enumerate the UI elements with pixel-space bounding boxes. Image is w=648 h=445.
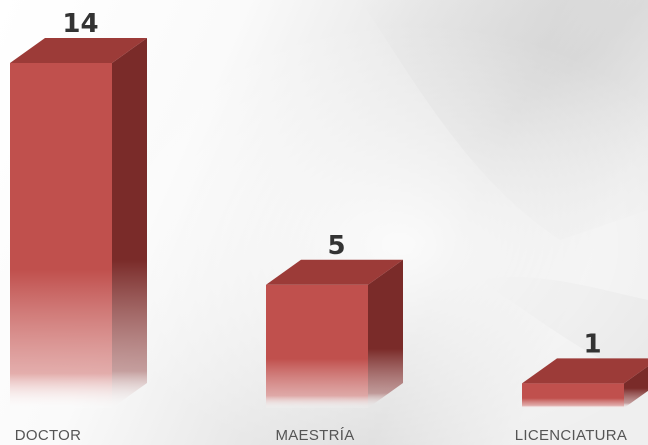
value-labels-group: 14 5 1 [62,9,601,359]
bar-top-maestria [266,259,403,285]
value-label-maestria: 5 [327,231,345,261]
bar-front-doctor [10,63,112,408]
bar-front-licenciatura [522,383,624,408]
bar-top-doctor [10,38,147,63]
bar-top-licenciatura [522,358,648,384]
value-label-doctor: 14 [62,9,98,39]
category-label-maestria: MAESTRÍA [275,427,354,444]
bar-maestria [266,259,403,408]
bar-side-doctor [112,38,147,408]
bar-doctor [10,38,147,408]
category-labels-group: DOCTOR MAESTRÍA LICENCIATURA [15,427,628,444]
bar-front-maestria [266,284,368,408]
bar-side-licenciatura [624,366,648,408]
bars-group [10,38,648,408]
bar-side-maestria [368,259,403,408]
value-label-licenciatura: 1 [583,329,601,359]
category-label-doctor: DOCTOR [15,427,82,444]
category-label-licenciatura: LICENCIATURA [515,427,628,444]
bar-licenciatura [522,358,648,408]
